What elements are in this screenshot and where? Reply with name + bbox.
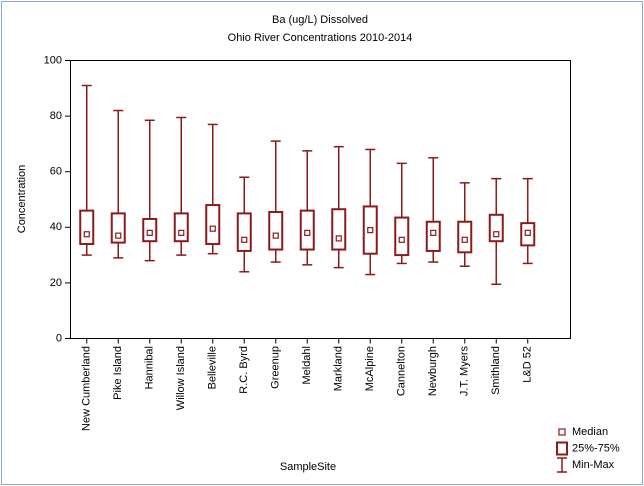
x-axis-label: SampleSite [280, 461, 336, 473]
x-tick-label: New Cumberland [81, 346, 93, 431]
legend-label: 25%-75% [572, 442, 620, 454]
box [205, 204, 221, 245]
x-tick-label: Cannelton [396, 346, 408, 396]
median-marker [83, 231, 90, 238]
legend-median-swatch [558, 428, 566, 436]
y-tick-label: 40 [50, 221, 62, 233]
x-tick-label: J.T. Myers [459, 346, 471, 397]
x-tick-label: Hannibal [144, 346, 156, 389]
box [173, 212, 189, 243]
legend-label: Median [572, 426, 608, 438]
median-marker [146, 229, 153, 236]
box [79, 209, 95, 245]
chart-title: Ba (ug/L) Dissolved [272, 14, 368, 26]
y-tick-label: 80 [50, 110, 62, 122]
median-marker [335, 235, 342, 242]
box [394, 216, 410, 257]
x-tick-label: R.C. Byrd [238, 346, 250, 394]
chart-subtitle: Ohio River Concentrations 2010-2014 [228, 32, 413, 44]
median-marker [209, 225, 216, 232]
plot-frame [70, 60, 571, 339]
median-marker [461, 236, 468, 243]
y-tick-label: 60 [50, 166, 62, 178]
x-tick-label: Willow Island [175, 346, 187, 410]
median-marker [398, 236, 405, 243]
median-marker [115, 232, 122, 239]
y-tick-label: 100 [44, 54, 62, 66]
box [488, 213, 504, 243]
median-marker [241, 236, 248, 243]
x-tick-label: McAlpine [364, 346, 376, 391]
x-tick-label: Meldahl [301, 346, 313, 385]
y-axis-label: Concentration [16, 165, 28, 234]
median-marker [304, 229, 311, 236]
median-marker [178, 229, 185, 236]
median-marker [367, 226, 374, 234]
x-tick-label: Belleville [207, 346, 219, 389]
box [331, 208, 347, 251]
box [268, 211, 284, 251]
x-tick-label: Newburgh [427, 346, 439, 396]
legend-box-swatch [556, 441, 568, 456]
box [425, 220, 441, 252]
legend-label: Min-Max [572, 459, 615, 471]
median-marker [493, 231, 500, 238]
median-marker [524, 229, 531, 236]
y-tick-label: 20 [50, 277, 62, 289]
box [236, 212, 252, 252]
x-tick-label: L&D 52 [522, 346, 534, 383]
x-tick-label: Pike Island [112, 346, 124, 400]
box [110, 212, 126, 244]
y-tick-label: 0 [56, 332, 62, 344]
median-marker [430, 229, 437, 236]
x-tick-label: Greenup [270, 346, 282, 389]
median-marker [272, 232, 279, 239]
x-tick-label: Markland [333, 346, 345, 391]
x-tick-label: Smithland [490, 346, 502, 395]
